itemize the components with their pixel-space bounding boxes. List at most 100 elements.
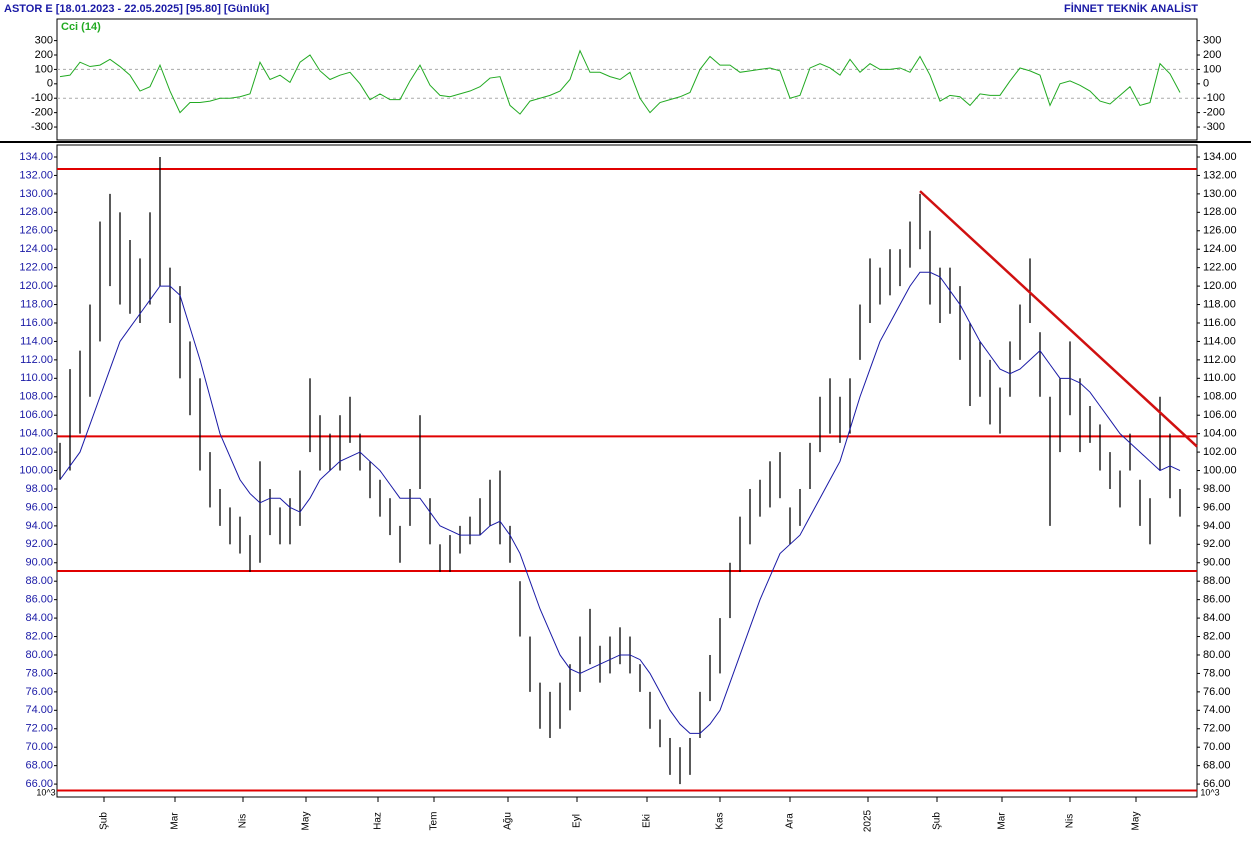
- y-tick-label: 300: [35, 35, 53, 47]
- y-tick-label: 76.00: [1203, 686, 1231, 698]
- y-tick-label: 106.00: [1203, 409, 1237, 421]
- y-tick-label: 68.00: [25, 760, 53, 772]
- y-tick-label: 80.00: [1203, 649, 1231, 661]
- y-tick-label: 80.00: [25, 649, 53, 661]
- y-tick-label: 108.00: [1203, 391, 1237, 403]
- y-tick-label: 110.00: [1203, 372, 1236, 384]
- y-tick-label: 124.00: [1203, 243, 1237, 255]
- y-tick-label: 82.00: [25, 630, 53, 642]
- y-tick-label: 134.00: [1203, 151, 1237, 163]
- x-tick-label: Kas: [715, 812, 726, 829]
- y-tick-label: 72.00: [25, 723, 53, 735]
- y-tick-label: 112.00: [1203, 354, 1236, 366]
- y-tick-label: 68.00: [1203, 760, 1231, 772]
- y-tick-label: 66.00: [1203, 778, 1231, 790]
- y-tick-label: 94.00: [25, 520, 53, 532]
- y-tick-label: 200: [1203, 49, 1221, 61]
- y-tick-label: -200: [31, 107, 53, 119]
- y-tick-label: 98.00: [25, 483, 53, 495]
- chart-title: ASTOR E [18.01.2023 - 22.05.2025] [95.80…: [4, 3, 269, 15]
- y-tick-label: 104.00: [1203, 428, 1237, 440]
- y-tick-label: 100: [1203, 63, 1221, 75]
- y-tick-label: -100: [31, 92, 53, 104]
- y-tick-label: 114.00: [20, 335, 53, 347]
- x-tick-label: Mar: [170, 812, 181, 830]
- y-tick-label: 112.00: [20, 354, 53, 366]
- moving-average: [59, 271, 1181, 734]
- y-tick-label: 118.00: [1203, 298, 1236, 310]
- y-tick-label: 200: [35, 49, 53, 61]
- y-tick-label: 110.00: [20, 372, 53, 384]
- y-tick-label: 132.00: [19, 169, 53, 181]
- trend-line: [919, 190, 1198, 448]
- y-tick-label: 78.00: [25, 667, 53, 679]
- y-tick-label: 116.00: [1203, 317, 1236, 329]
- y-tick-label: 116.00: [20, 317, 53, 329]
- x-tick-label: Şub: [99, 812, 110, 830]
- y-tick-label: 102.00: [1203, 446, 1237, 458]
- y-tick-label: 86.00: [1203, 594, 1231, 606]
- y-tick-label: 126.00: [19, 225, 53, 237]
- y-tick-label: 100.00: [1203, 464, 1237, 476]
- y-tick-label: 96.00: [1203, 501, 1231, 513]
- y-tick-label: 108.00: [19, 391, 53, 403]
- y-tick-label: -100: [1203, 92, 1225, 104]
- y-tick-label: 90.00: [25, 557, 53, 569]
- y-tick-label: 300: [1203, 35, 1221, 47]
- y-tick-label: 128.00: [19, 206, 53, 218]
- x-tick-label: May: [1131, 812, 1142, 831]
- x-tick-label: Ara: [785, 813, 796, 829]
- x-tick-label: Ağu: [503, 812, 514, 830]
- y-tick-label: 114.00: [1203, 335, 1236, 347]
- y-tick-label: 126.00: [1203, 225, 1237, 237]
- x-tick-label: Haz: [373, 812, 384, 830]
- y-tick-label: -200: [1203, 107, 1225, 119]
- brand: FİNNET TEKNİK ANALİST: [1064, 2, 1198, 15]
- y-tick-label: 92.00: [25, 538, 53, 550]
- y-tick-label: 98.00: [1203, 483, 1231, 495]
- y-tick-label: 70.00: [25, 741, 53, 753]
- y-tick-label: 94.00: [1203, 520, 1231, 532]
- x-tick-label: May: [301, 812, 312, 831]
- x-tick-label: Tem: [429, 812, 440, 831]
- x-tick-label: 2025: [863, 809, 874, 832]
- y-tick-label: 74.00: [1203, 704, 1231, 716]
- y-tick-label: 96.00: [25, 501, 53, 513]
- y-tick-label: 128.00: [1203, 206, 1237, 218]
- y-tick-label: 100: [35, 63, 53, 75]
- y-tick-label: 134.00: [19, 151, 53, 163]
- y-tick-label: 130.00: [19, 188, 53, 200]
- y-tick-label: 122.00: [1203, 262, 1237, 274]
- cci-line: [59, 49, 1181, 115]
- y-tick-label: 104.00: [19, 428, 53, 440]
- y-tick-label: 132.00: [1203, 169, 1237, 181]
- y-tick-label: 122.00: [19, 262, 53, 274]
- y-tick-label: 0: [47, 78, 53, 90]
- y-tick-label: 120.00: [19, 280, 53, 292]
- y-tick-label: 102.00: [19, 446, 53, 458]
- y-tick-label: 90.00: [1203, 557, 1231, 569]
- y-tick-label: 76.00: [25, 686, 53, 698]
- x-tick-label: Eki: [642, 814, 653, 828]
- y-tick-label: 72.00: [1203, 723, 1231, 735]
- x-tick-label: Şub: [932, 812, 943, 830]
- y-tick-label: 130.00: [1203, 188, 1237, 200]
- y-tick-label: 124.00: [19, 243, 53, 255]
- y-tick-label: 92.00: [1203, 538, 1231, 550]
- y-tick-label: 118.00: [20, 298, 53, 310]
- y-tick-label: 88.00: [25, 575, 53, 587]
- y-tick-label: 70.00: [1203, 741, 1231, 753]
- y-tick-label: 82.00: [1203, 630, 1231, 642]
- y-tick-label: 0: [1203, 78, 1209, 90]
- y-tick-label: 74.00: [25, 704, 53, 716]
- y-tick-label: 88.00: [1203, 575, 1231, 587]
- y-tick-label: 66.00: [25, 778, 53, 790]
- y-tick-label: 120.00: [1203, 280, 1237, 292]
- y-tick-label: 84.00: [25, 612, 53, 624]
- cci-title: Cci (14): [61, 21, 101, 33]
- x-tick-label: Nis: [1065, 814, 1076, 828]
- y-tick-label: -300: [1203, 121, 1225, 133]
- y-tick-label: 100.00: [19, 464, 53, 476]
